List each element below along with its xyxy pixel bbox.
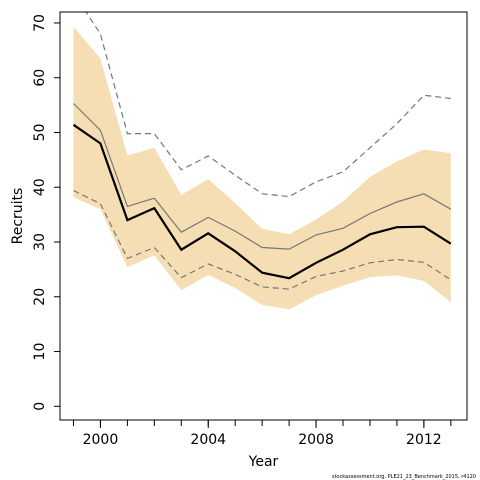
y-axis-title: Recruits xyxy=(10,188,26,245)
y-tick-label: 0 xyxy=(32,402,48,411)
x-tick-label: 2000 xyxy=(83,432,119,448)
x-tick-label: 2008 xyxy=(298,432,334,448)
estimate-line xyxy=(72,123,452,280)
interval-dashed-line xyxy=(85,12,451,198)
x-axis: 2000 2004 2008 2012 xyxy=(72,420,452,448)
plot-frame xyxy=(59,11,468,421)
confidence-band-layer xyxy=(73,26,451,310)
interval-dashed-line xyxy=(73,189,452,290)
y-tick-label: 30 xyxy=(32,233,48,251)
median-line xyxy=(73,103,452,250)
y-tick-label: 40 xyxy=(32,178,48,196)
y-tick-label: 70 xyxy=(32,14,48,32)
y-tick-label: 20 xyxy=(32,288,48,306)
y-tick-label: 50 xyxy=(32,124,48,142)
y-axis: 0 10 20 30 40 50 60 70 xyxy=(32,14,60,411)
x-tick-label: 2004 xyxy=(190,432,226,448)
confidence-band xyxy=(73,26,451,310)
series-layer xyxy=(72,12,452,290)
footnote: stockassessment.org, PLE21_23_Benchmark_… xyxy=(332,474,476,480)
y-tick-label: 60 xyxy=(32,69,48,87)
y-tick-label: 10 xyxy=(32,343,48,361)
x-tick-label: 2012 xyxy=(406,432,442,448)
x-axis-title: Year xyxy=(248,454,279,470)
